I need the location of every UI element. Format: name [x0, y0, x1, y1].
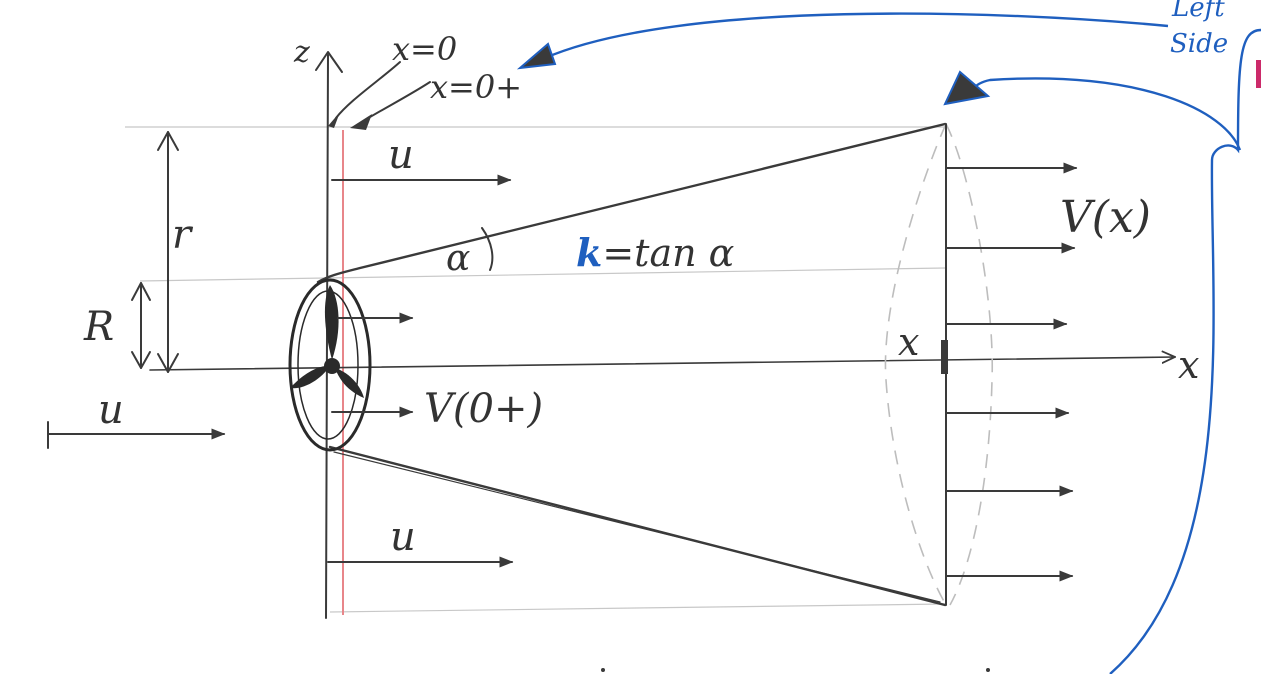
- left-side-brace: [1109, 28, 1261, 674]
- R-dimension: [131, 282, 151, 369]
- left-side-annotation: Left Side: [516, 0, 1261, 674]
- magenta-mark: [1256, 60, 1261, 88]
- x0-pointer: [335, 61, 401, 119]
- x0-pointer-head: [328, 112, 340, 128]
- wake-boundary-upper: [316, 122, 947, 284]
- downstream-velocity-arrows: [945, 162, 1078, 582]
- left-side-pointer-upper: [544, 12, 1169, 60]
- wake-end-section-front: [884, 123, 947, 606]
- r-dimension: [157, 131, 179, 373]
- left-side-label-line2: Side: [1170, 29, 1228, 59]
- u-label-top: u: [388, 132, 414, 178]
- left-side-head-upper: [516, 42, 557, 70]
- x-axis-label: x: [1178, 343, 1199, 387]
- x-axis: [149, 357, 1175, 371]
- speck: [601, 668, 605, 672]
- blade-left: [290, 365, 330, 389]
- wake-boundary-lower: [328, 445, 947, 607]
- k-formula: k=tan α: [576, 230, 734, 275]
- u-label-left: u: [98, 387, 124, 433]
- alpha-arc: [481, 227, 494, 271]
- x0-label: x=0: [392, 30, 457, 68]
- v0plus-label: V(0+): [424, 386, 543, 432]
- k-equation: =tan α: [602, 231, 734, 275]
- R-label: R: [83, 304, 114, 350]
- rotor: [288, 278, 372, 452]
- x-position-tick: [941, 340, 948, 374]
- wake-boundary-lower-2: [333, 451, 941, 603]
- x0plus-pointer-head: [350, 114, 372, 130]
- x0plus-pointer: [364, 81, 431, 121]
- alpha-label: α: [446, 238, 470, 279]
- hub: [324, 358, 340, 374]
- wake-end-section-back: [945, 123, 994, 606]
- left-side-pointer-lower: [971, 77, 1242, 151]
- blade-top: [324, 285, 339, 360]
- k-letter: k: [576, 230, 602, 275]
- z-axis-label: z: [293, 35, 310, 70]
- speck: [986, 668, 990, 672]
- left-side-head-lower: [943, 70, 991, 106]
- u-label-bottom: u: [390, 514, 416, 560]
- x-position-label: x: [898, 320, 919, 364]
- left-side-label-line1: Left: [1171, 0, 1225, 23]
- x0plus-label: x=0+: [430, 68, 522, 106]
- guide-lines: [125, 126, 946, 613]
- vx-label: V(x): [1060, 192, 1151, 243]
- blade-right: [335, 368, 364, 398]
- r-label: r: [172, 212, 194, 258]
